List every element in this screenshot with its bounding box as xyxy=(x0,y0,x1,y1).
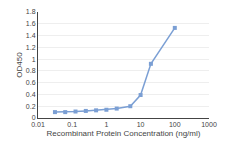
svg-text:Recombinant Protein Concentrat: Recombinant Protein Concentration (ng/ml… xyxy=(47,129,201,138)
svg-text:0.8: 0.8 xyxy=(26,67,36,74)
svg-text:1: 1 xyxy=(32,56,36,63)
svg-text:1000: 1000 xyxy=(201,121,217,128)
svg-text:OD450: OD450 xyxy=(15,52,24,78)
svg-text:1.2: 1.2 xyxy=(26,44,36,51)
svg-text:0.4: 0.4 xyxy=(26,91,36,98)
svg-text:1.4: 1.4 xyxy=(26,32,36,39)
svg-text:0.6: 0.6 xyxy=(26,79,36,86)
svg-text:0.01: 0.01 xyxy=(31,121,45,128)
svg-text:0: 0 xyxy=(32,114,36,121)
svg-text:0.2: 0.2 xyxy=(26,103,36,110)
svg-text:100: 100 xyxy=(169,121,181,128)
svg-text:1.6: 1.6 xyxy=(26,20,36,27)
svg-text:10: 10 xyxy=(137,121,145,128)
svg-text:0.1: 0.1 xyxy=(67,121,77,128)
svg-text:1.8: 1.8 xyxy=(26,8,36,15)
svg-text:1: 1 xyxy=(104,121,108,128)
